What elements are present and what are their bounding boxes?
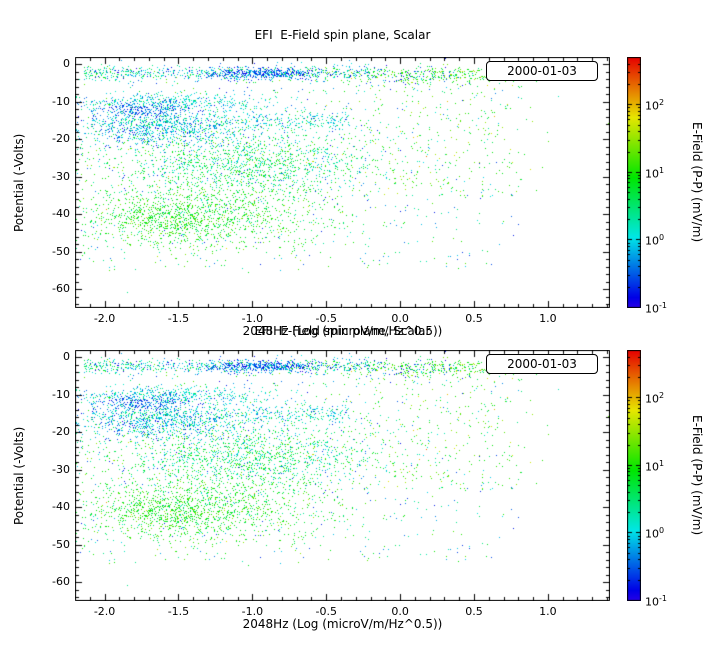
exponent: -1 xyxy=(659,594,667,603)
scatter-plot-bottom xyxy=(75,350,610,601)
tick-label: -60 xyxy=(52,282,70,296)
exponent: 2 xyxy=(659,391,665,401)
tick-label: 10-1 xyxy=(645,301,667,316)
tick-label: 10-1 xyxy=(645,594,667,609)
colorbar-top xyxy=(627,57,641,308)
exponent: -1 xyxy=(659,301,667,310)
tick-label: -20 xyxy=(52,132,70,146)
y-axis-label-bottom: Potential (-Volts) xyxy=(12,426,26,525)
tick-label: -40 xyxy=(52,500,70,514)
y-axis-label-top: Potential (-Volts) xyxy=(12,133,26,232)
tick-label: -40 xyxy=(52,207,70,221)
scatter-plot-top xyxy=(75,57,610,308)
tick-label: 102 xyxy=(645,98,665,113)
chart-title-bottom: EFI E-Field spin plane, Scalar xyxy=(254,324,431,338)
tick-label: -60 xyxy=(52,575,70,589)
x-axis-label-bottom: 2048Hz (Log (microV/m/Hz^0.5)) xyxy=(242,617,443,631)
tick-label: 0 xyxy=(63,350,70,364)
exponent: 1 xyxy=(659,165,665,175)
tick-label: 101 xyxy=(645,165,665,181)
tick-label: 100 xyxy=(645,526,665,542)
date-annotation-bottom: 2000-01-03 xyxy=(486,354,598,374)
exponent: 2 xyxy=(659,98,665,108)
exponent: 0 xyxy=(659,233,665,243)
tick-label: 0 xyxy=(63,57,70,71)
tick-label: -50 xyxy=(52,244,70,258)
tick-label: -20 xyxy=(52,425,70,439)
tick-label: -30 xyxy=(52,169,70,183)
colorbar-label-bottom: E-Field (P-P) (mV/m) xyxy=(690,415,704,536)
colorbar-label-top: E-Field (P-P) (mV/m) xyxy=(690,122,704,243)
tick-label: -10 xyxy=(52,94,70,108)
chart-title-top: EFI E-Field spin plane, Scalar xyxy=(254,28,431,42)
tick-label: 100 xyxy=(645,233,665,249)
colorbar-bottom xyxy=(627,350,641,601)
exponent: 1 xyxy=(659,458,665,468)
tick-label: 101 xyxy=(645,458,665,474)
x-axis-label-top: 2048Hz (Log (microV/m/Hz^0.5)) xyxy=(242,324,443,338)
tick-label: -50 xyxy=(52,537,70,551)
date-annotation-top: 2000-01-03 xyxy=(486,61,598,81)
tick-label: -10 xyxy=(52,387,70,401)
tick-label: 102 xyxy=(645,391,665,406)
tick-label: -30 xyxy=(52,462,70,476)
exponent: 0 xyxy=(659,526,665,536)
